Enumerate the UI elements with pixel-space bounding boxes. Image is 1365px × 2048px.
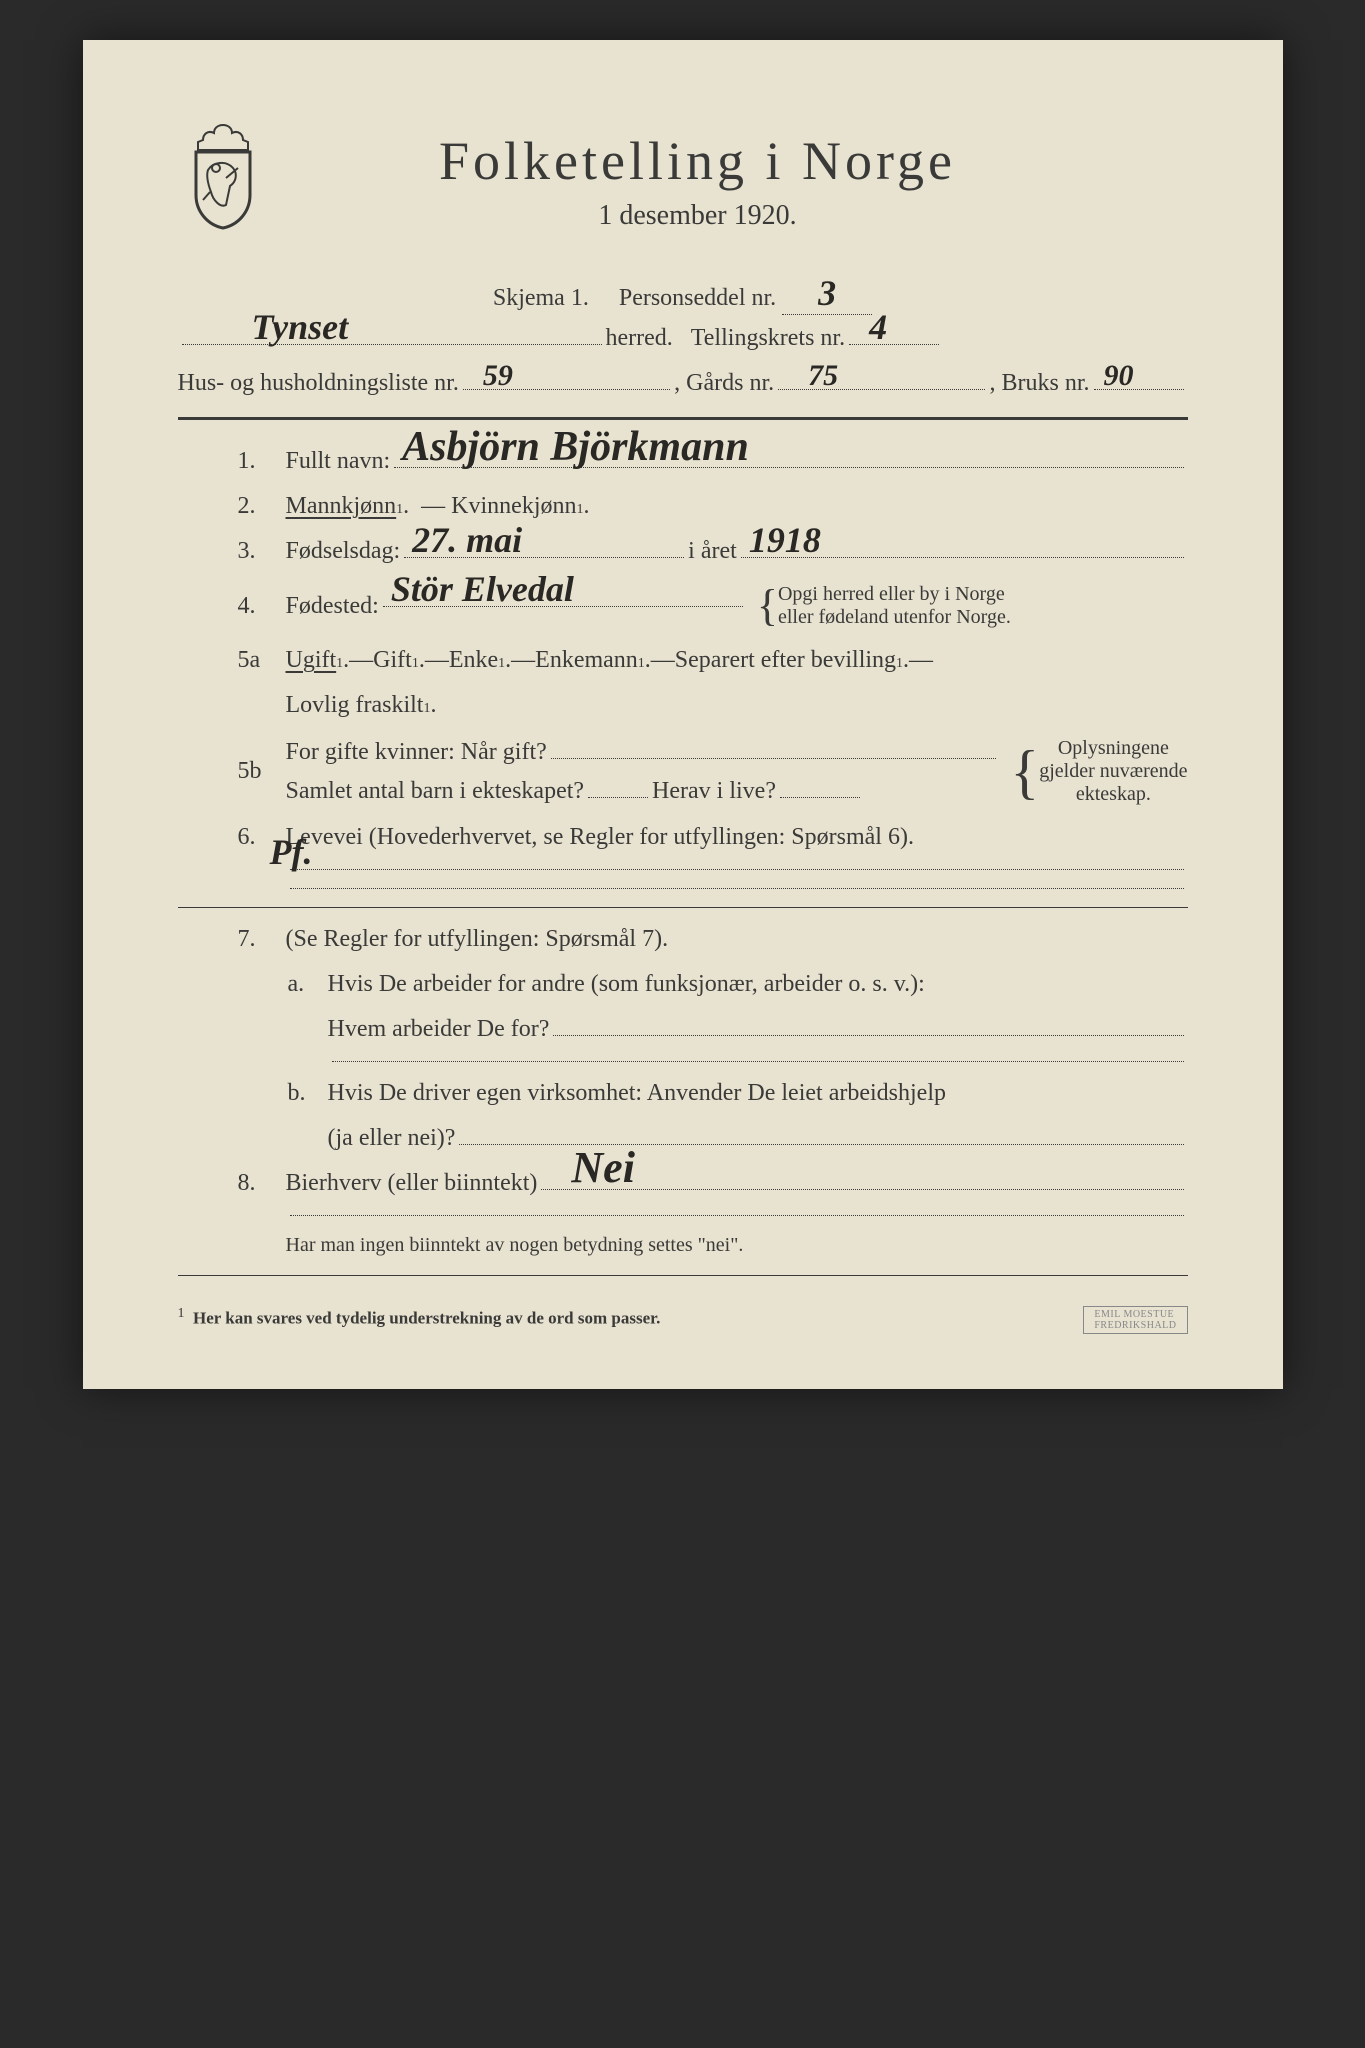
q8-row: 8. Bierhverv (eller biinntekt) Nei bbox=[178, 1170, 1188, 1197]
q2-mann: Mannkjønn bbox=[286, 493, 397, 520]
footnote-text: Her kan svares ved tydelig understreknin… bbox=[193, 1309, 660, 1328]
coat-of-arms-crest bbox=[178, 120, 268, 230]
q4-note1: Opgi herred eller by i Norge bbox=[778, 583, 1005, 605]
q1-num: 1. bbox=[238, 448, 286, 475]
q1-value: Asbjörn Björkmann bbox=[402, 423, 749, 471]
personseddel-label: Personseddel nr. bbox=[619, 285, 776, 311]
q7-num: 7. bbox=[238, 926, 286, 953]
q7-row: 7. (Se Regler for utfyllingen: Spørsmål … bbox=[178, 926, 1188, 953]
document-date: 1 desember 1920. bbox=[298, 200, 1098, 232]
q8-value: Nei bbox=[571, 1142, 635, 1193]
q5a-row-2: Lovlig fraskilt1. bbox=[178, 692, 1188, 719]
q5b-line2a: Samlet antal barn i ekteskapet? bbox=[286, 778, 585, 805]
q8-num: 8. bbox=[238, 1170, 286, 1197]
q3-year: 1918 bbox=[749, 519, 821, 561]
meta-line-2: Tynset herred. Tellingskrets nr. 4 bbox=[178, 325, 1188, 352]
q5b-row: 5b For gifte kvinner: Når gift? Samlet a… bbox=[178, 737, 1188, 806]
q4-value: Stör Elvedal bbox=[391, 568, 574, 610]
header-text: Folketelling i Norge 1 desember 1920. bbox=[298, 130, 1188, 232]
q2-num: 2. bbox=[238, 493, 286, 520]
herred-label: herred. bbox=[606, 325, 673, 352]
stamp-line2: FREDRIKSHALD bbox=[1094, 1320, 1176, 1331]
q3-label: Fødselsdag: bbox=[286, 538, 401, 565]
q2-row: 2. Mannkjønn1. — Kvinnekjønn1. bbox=[178, 493, 1188, 520]
q7a-line1: Hvis De arbeider for andre (som funksjon… bbox=[328, 971, 925, 998]
q6-value-row: Pf. bbox=[178, 869, 1188, 870]
footnote: 1 Her kan svares ved tydelig understrekn… bbox=[178, 1306, 1188, 1329]
gards-label: , Gårds nr. bbox=[674, 370, 774, 397]
q7b-row1: b. Hvis De driver egen virksomhet: Anven… bbox=[178, 1080, 1188, 1107]
q5b-line2b: Herav i live? bbox=[652, 778, 776, 805]
gards-nr: 75 bbox=[808, 359, 838, 393]
q7b-num: b. bbox=[288, 1080, 328, 1107]
q6-blank-row bbox=[178, 888, 1188, 889]
q7-header: (Se Regler for utfyllingen: Spørsmål 7). bbox=[286, 926, 669, 953]
q3-num: 3. bbox=[238, 538, 286, 565]
q6-row: 6. Levevei (Hovederhvervet, se Regler fo… bbox=[178, 824, 1188, 851]
q3-day: 27. mai bbox=[412, 519, 522, 561]
q3-row: 3. Fødselsdag: 27. mai i året 1918 bbox=[178, 538, 1188, 565]
tellingskrets-label: Tellingskrets nr. bbox=[691, 325, 845, 352]
meta-line-3: Hus- og husholdningsliste nr. 59 , Gårds… bbox=[178, 370, 1188, 397]
document-title: Folketelling i Norge bbox=[298, 130, 1098, 192]
q5a-enkemann: Enkemann bbox=[535, 647, 638, 674]
header: Folketelling i Norge 1 desember 1920. bbox=[178, 130, 1188, 232]
q5b-note1: Oplysningene bbox=[1058, 737, 1169, 759]
q5a-enke: Enke bbox=[449, 647, 498, 674]
tellingskrets-nr: 4 bbox=[869, 306, 887, 348]
q7a-line2: Hvem arbeider De for? bbox=[328, 1016, 550, 1043]
bruks-nr: 90 bbox=[1104, 359, 1134, 393]
divider-1 bbox=[178, 417, 1188, 420]
q5a-gift: Gift bbox=[373, 647, 412, 674]
q7b-row2: (ja eller nei)? bbox=[178, 1125, 1188, 1152]
personseddel-nr: 3 bbox=[818, 273, 836, 313]
q7b-line2: (ja eller nei)? bbox=[328, 1125, 456, 1152]
divider-2 bbox=[178, 907, 1188, 908]
q4-num: 4. bbox=[238, 593, 286, 620]
q7a-num: a. bbox=[288, 971, 328, 998]
q1-row: 1. Fullt navn: Asbjörn Björkmann bbox=[178, 448, 1188, 475]
q8-blank bbox=[178, 1215, 1188, 1216]
q1-label: Fullt navn: bbox=[286, 448, 391, 475]
q5b-num: 5b bbox=[238, 758, 286, 785]
q5a-separert: Separert efter bevilling bbox=[675, 647, 896, 674]
skjema-label: Skjema 1. bbox=[493, 285, 589, 311]
q4-label: Fødested: bbox=[286, 593, 379, 620]
q7a-row1: a. Hvis De arbeider for andre (som funks… bbox=[178, 971, 1188, 998]
stamp-line1: EMIL MOESTUE bbox=[1094, 1309, 1174, 1320]
footnote-num: 1 bbox=[178, 1306, 185, 1321]
q5b-note-brace: { Oplysningene gjelder nuværende ekteska… bbox=[1010, 737, 1187, 806]
divider-3 bbox=[178, 1275, 1188, 1276]
census-form-document: Folketelling i Norge 1 desember 1920. Sk… bbox=[83, 40, 1283, 1389]
q8-label: Bierhverv (eller biinntekt) bbox=[286, 1170, 538, 1197]
herred-name: Tynset bbox=[252, 306, 349, 348]
q5a-num: 5a bbox=[238, 647, 286, 674]
husliste-nr: 59 bbox=[483, 359, 513, 393]
q5a-ugift: Ugift bbox=[286, 647, 337, 674]
q7a-blank bbox=[178, 1061, 1188, 1062]
bruks-label: , Bruks nr. bbox=[989, 370, 1089, 397]
q4-note2: eller fødeland utenfor Norge. bbox=[778, 606, 1011, 628]
q4-note-brace: { Opgi herred eller by i Norge eller fød… bbox=[757, 583, 1011, 629]
q6-value: Pf. bbox=[270, 831, 313, 873]
q7b-line1: Hvis De driver egen virksomhet: Anvender… bbox=[328, 1080, 946, 1107]
q5b-note2: gjelder nuværende bbox=[1039, 760, 1187, 782]
q5b-line1a: For gifte kvinner: Når gift? bbox=[286, 739, 547, 766]
q3-mid: i året bbox=[688, 538, 737, 565]
printer-stamp: EMIL MOESTUE FREDRIKSHALD bbox=[1083, 1306, 1187, 1334]
q4-row: 4. Fødested: Stör Elvedal { Opgi herred … bbox=[178, 583, 1188, 629]
q7a-row2: Hvem arbeider De for? bbox=[178, 1016, 1188, 1043]
q5b-note3: ekteskap. bbox=[1076, 783, 1151, 805]
q5a-fraskilt: Lovlig fraskilt bbox=[286, 692, 424, 719]
q5a-row: 5a Ugift1. — Gift1. — Enke1. — Enkemann1… bbox=[178, 647, 1188, 674]
q2-kvinne: Kvinnekjønn bbox=[451, 493, 576, 520]
q8-note: Har man ingen biinntekt av nogen betydni… bbox=[286, 1234, 744, 1257]
q6-label: Levevei (Hovederhvervet, se Regler for u… bbox=[286, 824, 914, 851]
q8-note-row: Har man ingen biinntekt av nogen betydni… bbox=[178, 1234, 1188, 1257]
husliste-label: Hus- og husholdningsliste nr. bbox=[178, 370, 459, 397]
